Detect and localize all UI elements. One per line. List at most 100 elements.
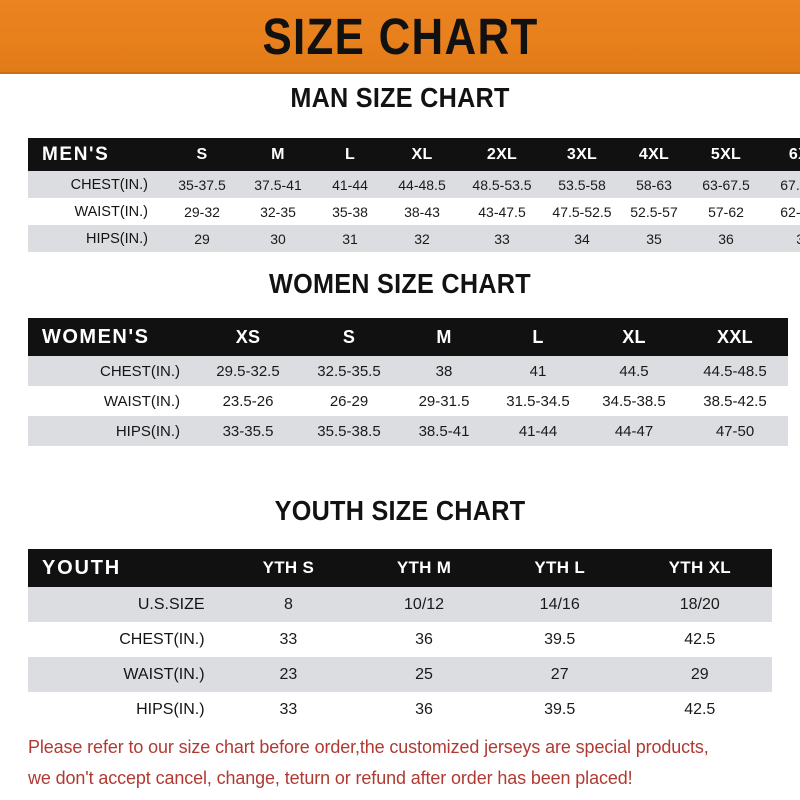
youth-size-header: YTH XL [627,549,772,587]
banner-title: SIZE CHART [261,7,539,65]
women-measure-value: 38.5-41 [398,416,490,446]
footer-note-line-2: we don't accept cancel, change, teturn o… [28,767,633,788]
men-measure-value: 37.5-41 [240,171,316,198]
men-measure-value: 47.5-52.5 [544,198,620,225]
men-measure-value: 44-48.5 [384,171,460,198]
women-measure-value: 29.5-32.5 [196,356,300,386]
youth-row-label-header: YOUTH [28,549,221,587]
men-measure-value: 57-62 [688,198,764,225]
men-measure-value: 33 [460,225,544,252]
women-measure-label: HIPS(IN.) [28,416,196,446]
men-measure-value: 30 [240,225,316,252]
men-measure-value: 53.5-58 [544,171,620,198]
women-measure-value: 23.5-26 [196,386,300,416]
men-measure-value: 48.5-53.5 [460,171,544,198]
men-measure-value: 29-32 [164,198,240,225]
youth-measure-value: 39.5 [491,622,628,657]
youth-size-table: YOUTH YTH S YTH M YTH L YTH XL U.S.SIZE 8 10/12… [28,549,772,727]
women-measure-value: 29-31.5 [398,386,490,416]
youth-measure-value: 10/12 [356,587,492,622]
men-row-label-header: MEN'S [28,138,164,171]
youth-measure-value: 42.5 [627,622,772,657]
women-measure-value: 31.5-34.5 [490,386,586,416]
table-row: WAIST(IN.) 23.5-26 26-29 29-31.5 31.5-34.5 34… [28,386,788,416]
men-measure-value: 43-47.5 [460,198,544,225]
men-measure-value: 67.5-72 [764,171,800,198]
women-measure-label: CHEST(IN.) [28,356,196,386]
men-section-title: MAN SIZE CHART [290,82,510,113]
women-measure-value: 35.5-38.5 [300,416,398,446]
youth-measure-value: 25 [356,657,492,692]
women-measure-value: 44.5-48.5 [682,356,788,386]
women-size-header: M [398,318,490,356]
women-size-header: L [490,318,586,356]
youth-measure-label: CHEST(IN.) [28,622,221,657]
youth-size-header: YTH L [491,549,628,587]
men-size-header: 4XL [620,138,688,171]
men-measure-value: 38-43 [384,198,460,225]
youth-size-header: YTH S [220,549,357,587]
footer-note-line-1: Please refer to our size chart before or… [28,736,709,757]
youth-measure-value: 18/20 [627,587,772,622]
men-measure-value: 62-66.5 [764,198,800,225]
women-header-row: WOMEN'S XS S M L XL XXL [28,318,788,356]
youth-measure-value: 42.5 [627,692,772,727]
table-row: WAIST(IN.) 23 25 27 29 [28,657,772,692]
men-size-header: 5XL [688,138,764,171]
women-size-header: XL [586,318,682,356]
men-measure-value: 32 [384,225,460,252]
men-size-header: S [164,138,240,171]
banner: SIZE CHART [0,0,800,74]
footer-note: Please refer to our size chart before or… [28,731,756,793]
youth-size-header: YTH M [356,549,492,587]
youth-measure-value: 39.5 [491,692,628,727]
women-measure-value: 41 [490,356,586,386]
women-measure-value: 33-35.5 [196,416,300,446]
youth-measure-value: 33 [220,622,357,657]
youth-section-title: YOUTH SIZE CHART [274,495,526,526]
youth-measure-value: 29 [627,657,772,692]
women-measure-label: WAIST(IN.) [28,386,196,416]
table-row: HIPS(IN.) 33 36 39.5 42.5 [28,692,772,727]
men-size-header: 2XL [460,138,544,171]
men-measure-value: 52.5-57 [620,198,688,225]
men-size-table: MEN'SSMLXL2XL3XL4XL5XL6XLCHEST(IN.)35-37… [28,138,800,252]
women-section-title: WOMEN SIZE CHART [269,268,531,299]
women-measure-value: 44-47 [586,416,682,446]
men-measure-value: 41-44 [316,171,384,198]
youth-measure-value: 36 [356,692,492,727]
women-row-label-header: WOMEN'S [28,318,196,356]
men-measure-value: 37 [764,225,800,252]
table-row: U.S.SIZE 8 10/12 14/16 18/20 [28,587,772,622]
youth-measure-label: WAIST(IN.) [28,657,221,692]
men-size-header: 3XL [544,138,620,171]
men-size-header: M [240,138,316,171]
youth-measure-value: 33 [220,692,357,727]
men-measure-value: 31 [316,225,384,252]
table-row: CHEST(IN.) 29.5-32.5 32.5-35.5 38 41 44.5 44.5… [28,356,788,386]
youth-measure-value: 23 [220,657,357,692]
men-measure-label: WAIST(IN.) [28,198,164,225]
men-measure-value: 36 [688,225,764,252]
youth-measure-value: 8 [220,587,357,622]
youth-header-row: YOUTH YTH S YTH M YTH L YTH XL [28,549,772,587]
women-size-header: XS [196,318,300,356]
men-size-header: XL [384,138,460,171]
men-measure-value: 32-35 [240,198,316,225]
women-measure-value: 32.5-35.5 [300,356,398,386]
women-measure-value: 47-50 [682,416,788,446]
women-measure-value: 41-44 [490,416,586,446]
men-measure-value: 34 [544,225,620,252]
table-row: CHEST(IN.) 33 36 39.5 42.5 [28,622,772,657]
women-measure-value: 38 [398,356,490,386]
women-size-header: S [300,318,398,356]
table-row: HIPS(IN.) 33-35.5 35.5-38.5 38.5-41 41-44 44-… [28,416,788,446]
men-measure-label: CHEST(IN.) [28,171,164,198]
youth-measure-value: 14/16 [491,587,628,622]
women-measure-value: 38.5-42.5 [682,386,788,416]
women-measure-value: 44.5 [586,356,682,386]
women-measure-value: 26-29 [300,386,398,416]
youth-measure-label: U.S.SIZE [28,587,221,622]
men-size-header: L [316,138,384,171]
